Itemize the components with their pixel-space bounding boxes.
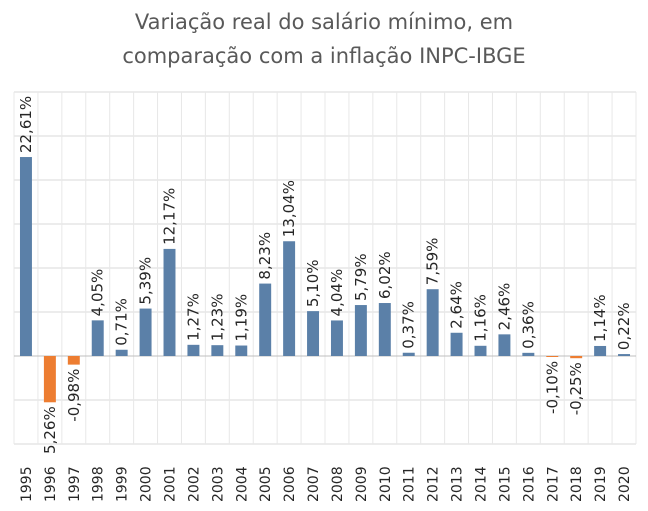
x-tick-1995: 1995	[19, 466, 35, 502]
data-label-2013: 2,64%	[448, 281, 466, 329]
bar-2014	[474, 345, 487, 356]
bar-2001	[163, 248, 176, 356]
x-tick-labels: 1995 1996 1997 1998 1999 2000 2001 2002 2003 2004…	[19, 466, 633, 502]
bar-2010	[378, 303, 391, 356]
x-tick-2018: 2018	[569, 466, 585, 502]
x-tick-2005: 2005	[258, 466, 274, 502]
x-tick-2016: 2016	[521, 466, 537, 502]
x-tick-2009: 2009	[354, 466, 370, 502]
data-label-2005: 8,23%	[256, 232, 274, 280]
data-label-1999: 0,71%	[113, 298, 131, 346]
bar-2009	[354, 305, 367, 356]
data-label-1995: 22,61%	[17, 96, 35, 153]
bar-1996	[43, 356, 56, 403]
bar-2017	[546, 356, 559, 357]
data-label-1998: 4,05%	[89, 269, 107, 317]
x-tick-2003: 2003	[210, 466, 226, 502]
bar-2013	[450, 332, 463, 356]
data-label-2003: 1,23%	[208, 294, 226, 342]
bar-2002	[187, 344, 200, 356]
x-tick-2007: 2007	[306, 466, 322, 502]
bar-1999	[115, 349, 128, 356]
bar-2012	[426, 289, 439, 356]
data-label-2020: 0,22%	[615, 302, 633, 350]
x-tick-2013: 2013	[450, 466, 466, 502]
bar-2008	[330, 320, 343, 356]
bar-2019	[594, 345, 607, 356]
x-tick-2006: 2006	[282, 466, 298, 502]
data-label-2015: 2,46%	[495, 283, 513, 331]
bar-2011	[402, 352, 415, 356]
x-tick-2000: 2000	[139, 466, 155, 502]
bar-2020	[618, 354, 631, 356]
bar-2004	[235, 345, 248, 356]
data-label-2001: 12,17%	[161, 188, 179, 245]
bar-2005	[259, 283, 272, 356]
x-tick-2012: 2012	[426, 466, 442, 502]
data-label-2004: 1,19%	[232, 294, 250, 342]
chart-title-line-2: comparação com a inflação INPC-IBGE	[122, 44, 525, 68]
x-tick-1997: 1997	[67, 466, 83, 502]
data-labels: 22,61% 5,26% -0,98% 4,05% 0,71% 5,39% 12,17% 1,…	[17, 96, 633, 454]
data-label-2010: 6,02%	[376, 251, 394, 299]
x-tick-2001: 2001	[163, 466, 179, 502]
x-tick-2010: 2010	[378, 466, 394, 502]
x-tick-2002: 2002	[186, 466, 202, 502]
data-label-2000: 5,39%	[137, 257, 155, 305]
gridlines	[13, 91, 637, 445]
bar-2016	[522, 352, 535, 356]
data-label-1997: -0,98%	[65, 369, 83, 422]
data-label-1996: 5,26%	[41, 406, 59, 454]
x-tick-1996: 1996	[43, 466, 59, 502]
bars	[19, 157, 631, 403]
data-label-2016: 0,36%	[519, 301, 537, 349]
x-tick-2008: 2008	[330, 466, 346, 502]
bar-1998	[91, 320, 104, 356]
data-label-2019: 1,14%	[591, 294, 609, 342]
data-label-2012: 7,59%	[424, 238, 442, 286]
data-label-2018: -0,25%	[567, 362, 585, 415]
data-label-2008: 4,04%	[328, 269, 346, 317]
data-label-2017: -0,10%	[543, 361, 561, 414]
data-label-2002: 1,27%	[184, 293, 202, 341]
data-label-2011: 0,37%	[400, 301, 418, 349]
bar-2003	[211, 345, 224, 356]
bar-1995	[19, 157, 32, 356]
data-label-2014: 1,16%	[472, 294, 490, 342]
x-tick-1999: 1999	[115, 466, 131, 502]
x-tick-2011: 2011	[402, 466, 418, 502]
x-tick-2020: 2020	[617, 466, 633, 502]
x-tick-2014: 2014	[474, 466, 490, 502]
bar-2015	[498, 334, 511, 356]
x-tick-2017: 2017	[545, 466, 561, 502]
data-label-2009: 5,79%	[352, 253, 370, 301]
bar-2000	[139, 308, 152, 356]
bar-2018	[570, 356, 583, 359]
x-tick-2019: 2019	[593, 466, 609, 502]
data-label-2006: 13,04%	[280, 180, 298, 237]
chart-title-line-1: Variação real do salário mínimo, em	[135, 10, 513, 34]
bar-2007	[307, 311, 320, 356]
data-label-2007: 5,10%	[304, 259, 322, 307]
x-tick-2015: 2015	[497, 466, 513, 502]
x-tick-2004: 2004	[234, 466, 250, 502]
x-tick-1998: 1998	[91, 466, 107, 502]
bar-2006	[283, 241, 296, 356]
bar-1997	[67, 356, 80, 365]
